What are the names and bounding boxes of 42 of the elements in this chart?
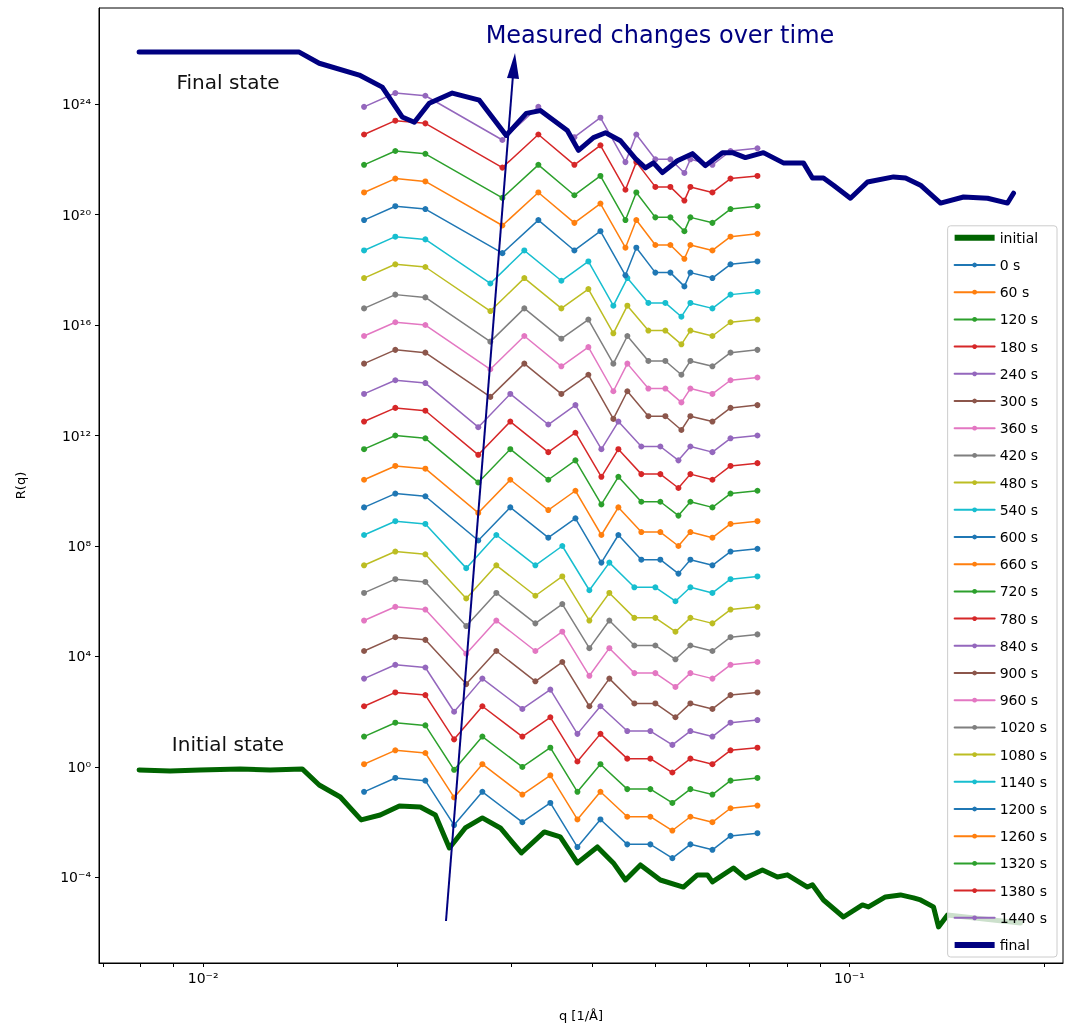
y-tick-label: 10²⁴ (61, 96, 92, 113)
y-tick-label: 10⁰ (67, 758, 92, 775)
legend-label: 960 s (999, 692, 1039, 709)
annotation: Final state (176, 70, 280, 94)
x-axis-title: q [1/Å] (558, 1008, 604, 1023)
y-axis-title: R(q) (13, 471, 28, 500)
legend-label: 1140 s (999, 773, 1047, 790)
annotation: Initial state (171, 732, 285, 756)
x-tick-label: 10⁻¹ (834, 970, 865, 986)
legend-label: 1380 s (999, 882, 1047, 899)
legend-label: 600 s (999, 529, 1039, 545)
y-tick-label: 10⁻⁴ (60, 869, 92, 886)
legend-label: initial (999, 229, 1039, 246)
legend-label: 60 s (999, 284, 1030, 301)
legend-label: 1260 s (999, 828, 1047, 845)
legend-label: 1200 s (999, 801, 1047, 817)
annotation: Measured changes over time (485, 21, 835, 49)
legend-label: 660 s (999, 556, 1039, 573)
y-tick-label: 10⁴ (67, 648, 92, 665)
legend-label: final (999, 937, 1030, 953)
legend-label: 0 s (999, 257, 1021, 273)
legend-label: 180 s (999, 338, 1039, 355)
legend-label: 1440 s (999, 909, 1047, 926)
legend-label: 420 s (999, 447, 1039, 464)
legend-label: 900 s (999, 665, 1039, 681)
x-tick-label: 10⁻² (187, 970, 219, 986)
legend-label: 360 s (999, 420, 1039, 437)
legend-label: 1080 s (999, 746, 1047, 763)
legend-label: 1020 s (999, 719, 1047, 736)
legend-label: 720 s (999, 583, 1039, 600)
legend-label: 480 s (999, 474, 1039, 491)
y-tick-label: 10⁸ (67, 537, 92, 554)
y-tick-label: 10²⁰ (61, 206, 92, 223)
legend-label: 840 s (999, 637, 1039, 654)
legend-label: 780 s (999, 610, 1039, 627)
y-tick-label: 10¹⁶ (61, 317, 92, 334)
legend-label: 300 s (999, 393, 1039, 409)
legend-label: 1320 s (999, 855, 1047, 872)
legend-label: 540 s (999, 501, 1039, 518)
legend-label: 240 s (999, 365, 1039, 382)
legend-label: 120 s (999, 311, 1039, 328)
y-tick-label: 10¹² (61, 427, 91, 444)
